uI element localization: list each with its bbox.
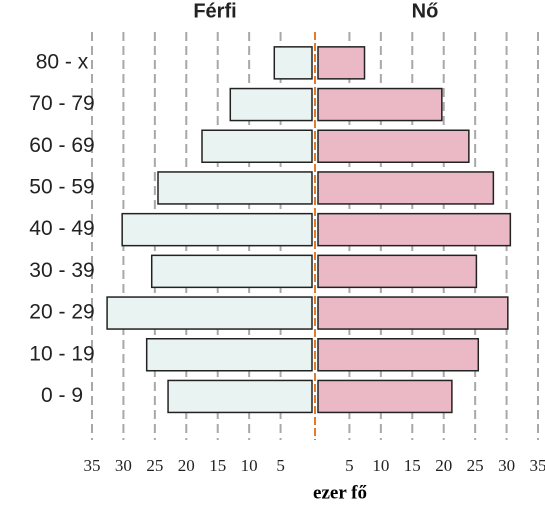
bar — [317, 87, 443, 122]
x-tick-label: 35 — [84, 456, 101, 475]
bar — [201, 129, 313, 163]
y-tick-label: 0 - 9 — [41, 384, 83, 407]
bar — [121, 212, 313, 247]
bar — [317, 338, 480, 372]
x-tick-label: 25 — [146, 456, 163, 475]
x-tick-label: 5 — [276, 456, 285, 475]
legend-label: Nő — [412, 0, 439, 22]
x-tick-label: 25 — [467, 456, 484, 475]
x-tick-label: 15 — [209, 456, 226, 475]
y-tick-label: 10 - 19 — [29, 342, 94, 365]
legend-label: Férfi — [193, 0, 236, 22]
y-tick-label: 20 - 29 — [29, 301, 94, 324]
bar — [229, 87, 313, 122]
bar — [317, 129, 470, 163]
y-tick-label: 40 - 49 — [29, 217, 94, 240]
x-tick-label: 30 — [498, 456, 515, 475]
bar — [273, 46, 313, 80]
bar — [157, 171, 313, 205]
y-tick-label: 30 - 39 — [29, 259, 94, 282]
y-tick-label: 60 - 69 — [29, 134, 94, 157]
x-axis-label: ezer fő — [313, 482, 367, 503]
bar — [317, 254, 478, 289]
x-tick-label: 30 — [115, 456, 132, 475]
bar — [317, 46, 366, 80]
y-tick-label: 80 - x — [36, 50, 89, 73]
bar — [106, 296, 313, 330]
x-tick-label: 15 — [404, 456, 421, 475]
x-tick-label: 10 — [372, 456, 389, 475]
bar — [150, 254, 313, 289]
x-tick-label: 10 — [241, 456, 258, 475]
x-tick-label: 5 — [345, 456, 354, 475]
bar — [317, 296, 509, 330]
y-tick-label: 70 - 79 — [29, 92, 94, 115]
bar — [317, 171, 495, 205]
bar — [317, 379, 453, 414]
y-tick-label: 50 - 59 — [29, 175, 94, 198]
x-tick-label: 20 — [178, 456, 195, 475]
bar — [167, 379, 313, 414]
x-tick-label: 35 — [530, 456, 545, 475]
x-tick-label: 20 — [435, 456, 452, 475]
bar — [145, 338, 313, 372]
bar — [317, 212, 512, 247]
